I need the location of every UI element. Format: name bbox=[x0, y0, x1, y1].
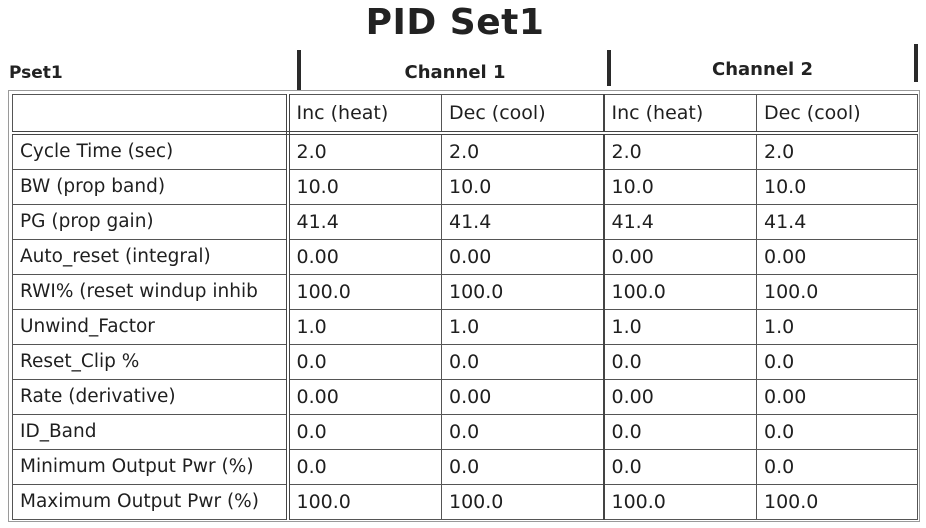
table-row: Auto_reset (integral) 0.00 0.00 0.00 0.0… bbox=[12, 239, 918, 275]
table-row: BW (prop band) 10.0 10.0 10.0 10.0 bbox=[12, 169, 918, 205]
value-cell: 0.00 bbox=[756, 239, 918, 275]
row-label: PG (prop gain) bbox=[12, 204, 290, 240]
row-label: Maximum Output Pwr (%) bbox=[12, 484, 290, 520]
pid-parameter-table: Inc (heat) Dec (cool) Inc (heat) Dec (co… bbox=[12, 94, 918, 520]
table-frame bbox=[8, 90, 920, 522]
value-cell: 0.0 bbox=[287, 414, 442, 450]
value-cell: 100.0 bbox=[287, 274, 442, 310]
table-row: Unwind_Factor 1.0 1.0 1.0 1.0 bbox=[12, 309, 918, 345]
value-cell: 0.0 bbox=[756, 449, 918, 485]
value-cell: 100.0 bbox=[287, 484, 442, 520]
row-label: Rate (derivative) bbox=[12, 379, 290, 415]
value-cell: 100.0 bbox=[441, 484, 604, 520]
channel-1-label: Channel 1 bbox=[404, 62, 506, 83]
column-header-ch1-dec-cool: Dec (cool) bbox=[441, 94, 604, 135]
table-row: PG (prop gain) 41.4 41.4 41.4 41.4 bbox=[12, 204, 918, 240]
table-row: ID_Band 0.0 0.0 0.0 0.0 bbox=[12, 414, 918, 450]
channel-2-right-divider bbox=[914, 44, 918, 82]
row-label: Reset_Clip % bbox=[12, 344, 290, 380]
value-cell: 41.4 bbox=[441, 204, 604, 240]
value-cell: 41.4 bbox=[602, 204, 757, 240]
row-label: Unwind_Factor bbox=[12, 309, 290, 345]
value-cell: 0.00 bbox=[287, 379, 442, 415]
table-row: RWI% (reset windup inhib 100.0 100.0 100… bbox=[12, 274, 918, 310]
channel-1-left-divider bbox=[297, 50, 301, 90]
value-cell: 10.0 bbox=[441, 169, 604, 205]
table-row: Rate (derivative) 0.00 0.00 0.00 0.00 bbox=[12, 379, 918, 415]
table-row: Minimum Output Pwr (%) 0.0 0.0 0.0 0.0 bbox=[12, 449, 918, 485]
value-cell: 0.00 bbox=[441, 379, 604, 415]
row-label: Cycle Time (sec) bbox=[12, 132, 290, 170]
table-row: Cycle Time (sec) 2.0 2.0 2.0 2.0 bbox=[12, 132, 918, 170]
value-cell: 0.0 bbox=[441, 344, 604, 380]
value-cell: 1.0 bbox=[602, 309, 757, 345]
row-label: Minimum Output Pwr (%) bbox=[12, 449, 290, 485]
row-label: ID_Band bbox=[12, 414, 290, 450]
pset-label: Pset1 bbox=[9, 63, 63, 83]
value-cell: 0.0 bbox=[602, 344, 757, 380]
value-cell: 0.00 bbox=[602, 239, 757, 275]
column-header-ch1-inc-heat: Inc (heat) bbox=[287, 94, 442, 135]
value-cell: 0.00 bbox=[602, 379, 757, 415]
value-cell: 0.00 bbox=[756, 379, 918, 415]
value-cell: 2.0 bbox=[287, 132, 442, 170]
value-cell: 100.0 bbox=[602, 274, 757, 310]
table-row: Maximum Output Pwr (%) 100.0 100.0 100.0… bbox=[12, 484, 918, 520]
value-cell: 100.0 bbox=[602, 484, 757, 520]
column-header-row: Inc (heat) Dec (cool) Inc (heat) Dec (co… bbox=[12, 94, 918, 135]
value-cell: 1.0 bbox=[287, 309, 442, 345]
value-cell: 100.0 bbox=[441, 274, 604, 310]
value-cell: 2.0 bbox=[602, 132, 757, 170]
value-cell: 0.0 bbox=[602, 414, 757, 450]
value-cell: 100.0 bbox=[756, 484, 918, 520]
value-cell: 0.0 bbox=[602, 449, 757, 485]
row-label: BW (prop band) bbox=[12, 169, 290, 205]
header-corner-cell bbox=[12, 94, 290, 135]
channel-2-left-divider bbox=[607, 50, 611, 86]
value-cell: 0.0 bbox=[756, 344, 918, 380]
value-cell: 41.4 bbox=[756, 204, 918, 240]
page-title: PID Set1 bbox=[365, 2, 545, 43]
table-row: Reset_Clip % 0.0 0.0 0.0 0.0 bbox=[12, 344, 918, 380]
row-label: Auto_reset (integral) bbox=[12, 239, 290, 275]
channel-2-label: Channel 2 bbox=[712, 59, 813, 80]
value-cell: 10.0 bbox=[756, 169, 918, 205]
value-cell: 0.0 bbox=[287, 449, 442, 485]
value-cell: 0.00 bbox=[441, 239, 604, 275]
value-cell: 0.00 bbox=[287, 239, 442, 275]
value-cell: 10.0 bbox=[602, 169, 757, 205]
column-header-ch2-inc-heat: Inc (heat) bbox=[602, 94, 757, 135]
value-cell: 0.0 bbox=[441, 449, 604, 485]
value-cell: 0.0 bbox=[756, 414, 918, 450]
column-header-ch2-dec-cool: Dec (cool) bbox=[756, 94, 918, 135]
value-cell: 100.0 bbox=[756, 274, 918, 310]
value-cell: 41.4 bbox=[287, 204, 442, 240]
value-cell: 0.0 bbox=[441, 414, 604, 450]
value-cell: 1.0 bbox=[756, 309, 918, 345]
value-cell: 2.0 bbox=[441, 132, 604, 170]
row-label: RWI% (reset windup inhib bbox=[12, 274, 290, 310]
value-cell: 0.0 bbox=[287, 344, 442, 380]
value-cell: 1.0 bbox=[441, 309, 604, 345]
value-cell: 10.0 bbox=[287, 169, 442, 205]
value-cell: 2.0 bbox=[756, 132, 918, 170]
